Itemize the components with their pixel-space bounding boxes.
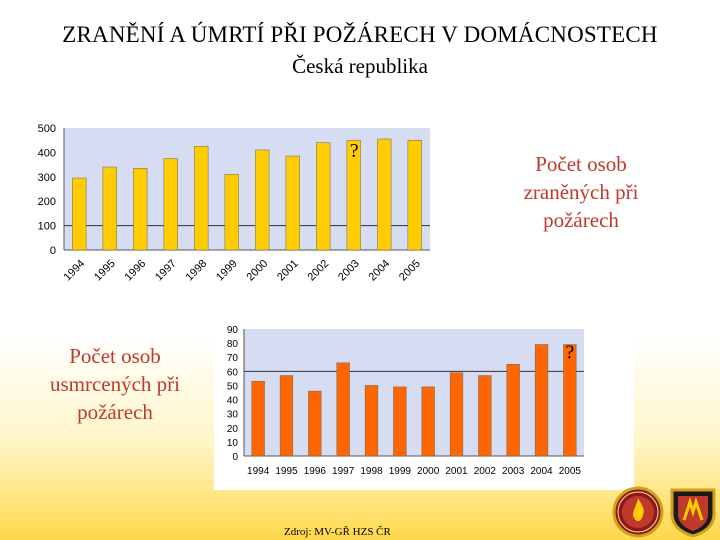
bar-2003 [506,364,520,457]
page-title: ZRANĚNÍ A ÚMRTÍ PŘI POŽÁRECH V DOMÁCNOST… [62,22,658,47]
y-tick-label: 80 [227,339,239,350]
deaths-caption: Počet osob usmrcených při požárech [49,344,181,424]
plot-area [64,128,430,250]
bar-1999 [393,386,407,457]
bar-2002 [316,142,331,251]
y-tick-label: 60 [227,367,239,378]
bar-2005 [407,139,422,251]
bar-1996 [133,168,148,251]
y-tick-label: 90 [227,325,239,336]
bar-2000 [421,386,435,457]
bar-2001 [285,155,300,251]
x-tick-label: 2000 [417,466,440,477]
bar-1995 [102,166,117,251]
x-tick-label: 2001 [445,466,468,477]
annotation-question: ? [565,342,574,364]
y-tick-label: 10 [227,438,239,449]
page-subtitle: Česká republika [292,54,428,78]
bar-2000 [255,149,270,251]
x-tick-label: 1994 [247,466,270,477]
y-tick-label: 40 [227,396,239,407]
bar-1994 [251,380,265,457]
annotation-question: ? [350,140,359,162]
y-tick-label: 70 [227,353,239,364]
y-tick-label: 200 [38,196,56,208]
x-tick-label: 2004 [530,466,553,477]
y-tick-label: 0 [232,452,238,463]
x-tick-label: 2002 [474,466,497,477]
bar-1996 [308,390,322,457]
injured-caption: Počet osob zraněných při požárech [523,152,639,232]
plot-area [244,329,584,456]
y-tick-label: 20 [227,424,239,435]
x-tick-label: 1996 [304,466,327,477]
bar-1998 [194,146,209,251]
bar-1997 [336,362,350,457]
x-tick-label: 2005 [559,466,582,477]
bar-2003 [346,139,361,251]
bar-2002 [478,375,492,457]
bar-1994 [72,177,87,251]
bar-2005 [563,344,577,457]
bar-1998 [364,385,379,457]
x-tick-label: 1997 [332,466,355,477]
bar-2004 [534,344,549,457]
bar-2004 [377,138,392,251]
bar-1997 [163,158,178,251]
y-tick-label: 50 [227,381,239,392]
y-tick-label: 500 [38,123,56,135]
y-tick-label: 100 [38,221,56,233]
y-tick-label: 300 [38,172,56,184]
y-tick-label: 30 [227,410,239,421]
y-tick-label: 0 [50,245,56,257]
x-tick-label: 2003 [502,466,525,477]
shield-emblem-icon [670,488,716,538]
bar-2001 [449,372,464,457]
source-note: Zdroj: MV-GŘ HZS ČR [284,526,391,538]
y-tick-label: 400 [38,147,56,159]
bar-1995 [279,375,294,457]
bar-1999 [224,174,239,251]
x-tick-label: 1998 [360,466,383,477]
x-tick-label: 1995 [275,466,298,477]
x-tick-label: 1999 [389,466,412,477]
fire-rescue-emblem-icon [612,486,664,538]
